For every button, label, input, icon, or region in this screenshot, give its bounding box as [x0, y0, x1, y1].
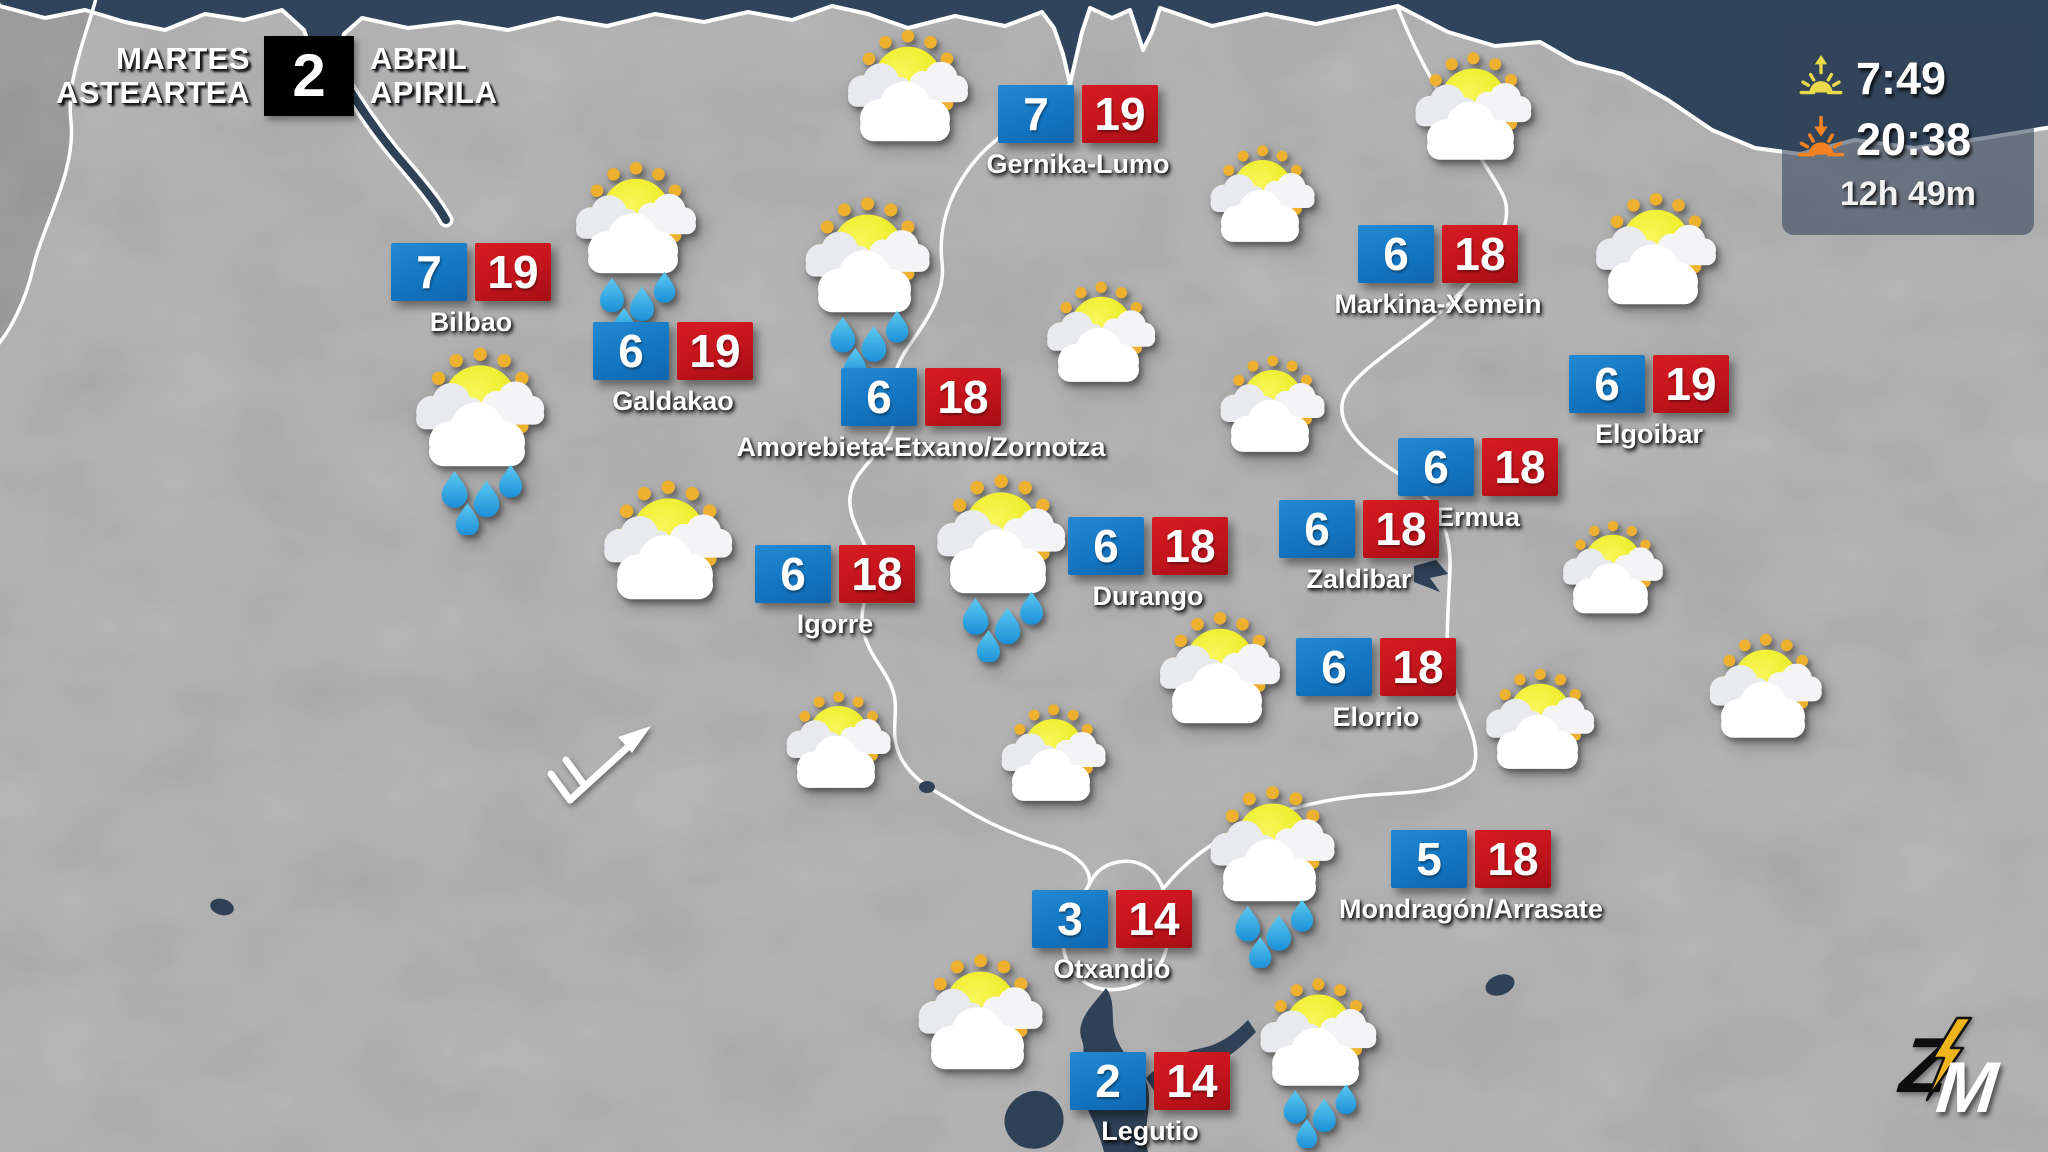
max-temp-badge: 18	[1482, 438, 1558, 496]
weekday-basque: ASTEARTEA	[56, 75, 250, 110]
max-temp-badge: 18	[1152, 517, 1228, 575]
max-temp-badge: 14	[1116, 890, 1192, 948]
date-number: 2	[292, 42, 326, 109]
max-temp-badge: 19	[1653, 355, 1729, 413]
min-temp-badge: 6	[1398, 438, 1474, 496]
lightning-bolt-icon	[1925, 1016, 1973, 1102]
min-temp-badge: 6	[1068, 517, 1144, 575]
city-label: Ermua	[1435, 502, 1521, 532]
max-temp-badge: 18	[1475, 830, 1551, 888]
daylight-duration: 12h 49m	[1839, 175, 1977, 213]
wind-barb-arrow	[547, 726, 651, 804]
max-temp-badge: 14	[1154, 1052, 1230, 1110]
max-temp-badge: 18	[1380, 638, 1456, 696]
city-label: Markina-Xemein	[1334, 289, 1542, 319]
city-label: Zaldibar	[1306, 564, 1412, 594]
month-spanish: ABRIL	[370, 41, 468, 76]
weekday-label: MARTES ASTEARTEA	[0, 42, 250, 110]
city-label: Igorre	[796, 609, 874, 639]
weekday-spanish: MARTES	[116, 41, 250, 76]
min-temp-badge: 3	[1032, 890, 1108, 948]
max-temp-badge: 19	[475, 243, 551, 301]
city-label: Elorrio	[1332, 702, 1420, 732]
max-temp-badge: 18	[925, 368, 1001, 426]
city-label: Elgoibar	[1594, 419, 1703, 449]
channel-logo: Z M	[1893, 1016, 2033, 1138]
min-temp-badge: 6	[593, 322, 669, 380]
city-label: Otxandio	[1053, 954, 1171, 984]
city-label: Gernika-Lumo	[986, 149, 1170, 179]
sun-times-panel: 7:49 20:38 12h 49m	[1782, 23, 2034, 235]
city-label: Bilbao	[429, 307, 513, 337]
min-temp-badge: 2	[1070, 1052, 1146, 1110]
max-temp-badge: 18	[1363, 500, 1439, 558]
min-temp-badge: 6	[1296, 638, 1372, 696]
month-basque: APIRILA	[370, 75, 498, 110]
max-temp-badge: 18	[839, 545, 915, 603]
min-temp-badge: 6	[1279, 500, 1355, 558]
min-temp-badge: 6	[841, 368, 917, 426]
city-label: Durango	[1092, 581, 1204, 611]
min-temp-badge: 7	[998, 85, 1074, 143]
city-label: Amorebieta-Etxano/Zornotza	[736, 432, 1106, 462]
min-temp-badge: 7	[391, 243, 467, 301]
min-temp-badge: 6	[755, 545, 831, 603]
logo-letter-m: M	[1932, 1048, 2002, 1128]
date-number-box: 2	[264, 36, 354, 116]
max-temp-badge: 19	[677, 322, 753, 380]
max-temp-badge: 18	[1442, 225, 1518, 283]
min-temp-badge: 5	[1391, 830, 1467, 888]
city-label: Legutio	[1101, 1116, 1199, 1146]
max-temp-badge: 19	[1082, 85, 1158, 143]
min-temp-badge: 6	[1358, 225, 1434, 283]
min-temp-badge: 6	[1569, 355, 1645, 413]
sunset-time: 20:38	[1856, 114, 1972, 165]
sunrise-time: 7:49	[1856, 53, 1947, 104]
city-label: Galdakao	[612, 386, 734, 416]
month-label: ABRIL APIRILA	[370, 42, 498, 110]
city-label: Mondragón/Arrasate	[1338, 894, 1604, 924]
